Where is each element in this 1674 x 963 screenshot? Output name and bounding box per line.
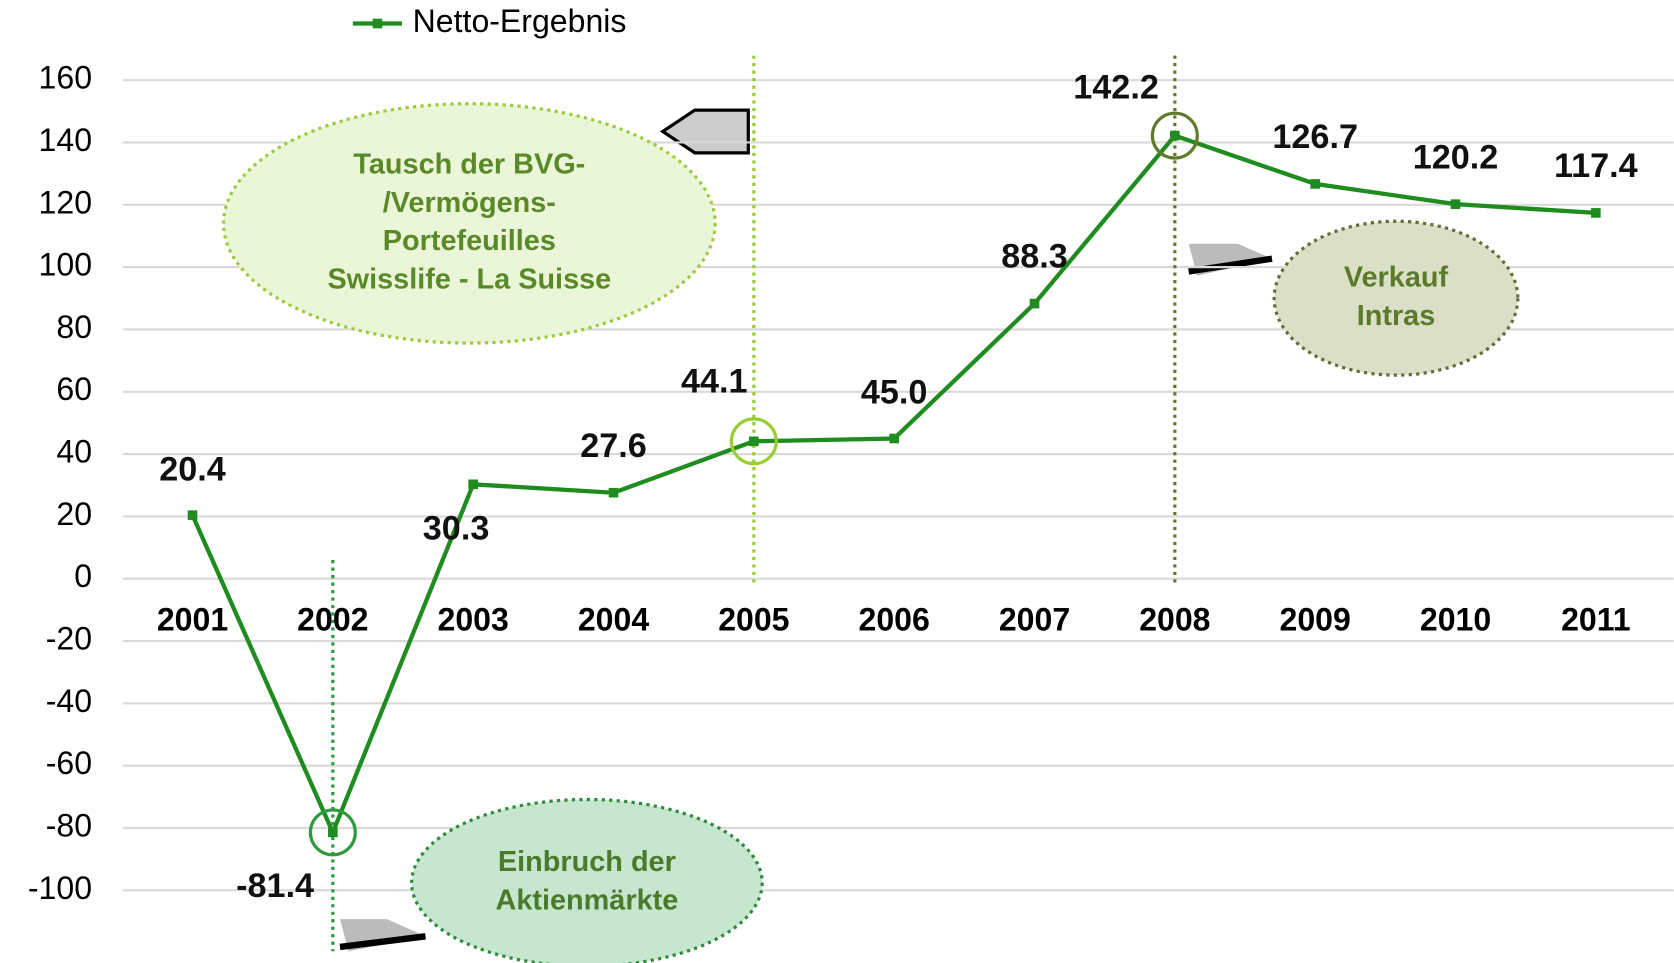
point-marker [1450, 199, 1461, 209]
y-tick-label: -60 [46, 745, 92, 781]
x-tick-label: 2008 [1139, 602, 1210, 638]
data-label: 142.2 [1073, 69, 1159, 107]
annotation-bubble [1272, 219, 1520, 377]
data-label: 30.3 [423, 509, 490, 547]
data-label: 117.4 [1554, 147, 1638, 185]
arrow [1188, 243, 1273, 276]
data-label: 88.3 [1001, 238, 1068, 276]
annotation-text: Swisslife - La Suisse [327, 264, 611, 296]
point-marker [1029, 298, 1040, 309]
y-tick-label: -40 [46, 683, 92, 719]
data-label: 120.2 [1413, 138, 1499, 176]
y-tick-label: 80 [56, 309, 92, 345]
y-tick-label: -20 [46, 621, 92, 657]
data-label: 45.0 [861, 374, 928, 412]
y-tick-label: 140 [39, 122, 92, 158]
point-marker [1591, 208, 1601, 218]
y-tick-label: 160 [39, 60, 92, 96]
y-tick-label: -80 [46, 807, 92, 843]
annotation-text: Verkauf [1344, 262, 1449, 294]
annotation-text: Intras [1357, 300, 1436, 332]
data-label: 44.1 [681, 363, 748, 401]
legend-label: Netto-Ergebnis [413, 3, 627, 39]
data-label: 126.7 [1272, 118, 1358, 156]
y-tick-label: 0 [74, 558, 92, 594]
arrow [339, 919, 426, 952]
annotation-text: Portefeuilles [383, 225, 556, 257]
point-marker [328, 827, 338, 838]
annotation-text: Tausch der BVG- [353, 148, 585, 180]
data-label: -81.4 [236, 867, 314, 905]
data-label: 27.6 [580, 427, 647, 465]
point-marker [468, 479, 478, 490]
y-tick-label: 40 [56, 434, 92, 470]
data-label: 20.4 [159, 450, 226, 488]
x-tick-label: 2011 [1561, 602, 1631, 638]
annotation-text: Aktienmärkte [496, 885, 679, 917]
y-tick-label: 120 [39, 184, 92, 220]
highlight-circle [308, 808, 357, 857]
highlight-circle [1150, 111, 1199, 160]
x-tick-label: 2006 [859, 602, 930, 638]
annotation-text: Einbruch der [498, 846, 676, 878]
legend-marker [372, 18, 383, 29]
point-marker [889, 433, 899, 444]
x-tick-label: 2004 [578, 602, 649, 638]
x-tick-label: 2009 [1280, 602, 1351, 638]
point-marker [749, 436, 759, 447]
arrow [659, 108, 750, 155]
y-tick-label: 20 [56, 496, 92, 532]
x-tick-label: 2001 [157, 602, 228, 638]
x-tick-label: 2007 [999, 602, 1070, 638]
point-marker [187, 510, 198, 520]
y-tick-label: 60 [56, 371, 92, 407]
annotation-text: /Vermögens- [383, 187, 556, 219]
point-marker [1170, 130, 1180, 141]
x-tick-label: 2002 [297, 602, 368, 638]
x-tick-label: 2005 [718, 602, 789, 638]
point-marker [1310, 179, 1320, 189]
annotation-bubble [221, 102, 717, 345]
point-marker [608, 487, 619, 498]
highlight-circle [729, 417, 778, 466]
x-tick-label: 2010 [1420, 602, 1491, 638]
y-tick-label: 100 [39, 247, 92, 283]
y-tick-label: -100 [28, 870, 92, 906]
annotation-bubble [410, 797, 764, 963]
x-tick-label: 2003 [438, 602, 509, 638]
